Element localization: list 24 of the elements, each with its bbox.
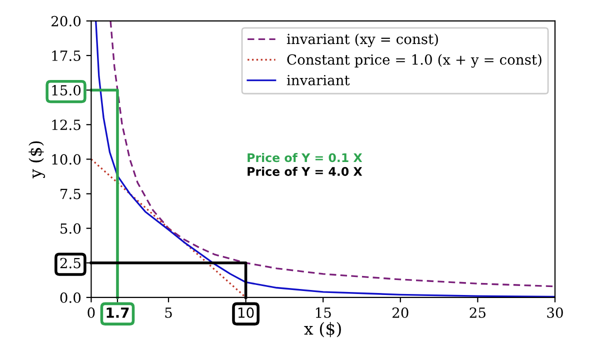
y-tick-label: 20.0 (51, 16, 81, 26)
y-tick-label: 12.5 (52, 120, 80, 130)
x-tick-label: 10 (238, 307, 254, 318)
legend-label: invariant (286, 74, 350, 86)
x-tick-label: 20 (392, 307, 408, 318)
legend-label: Constant price = 1.0 (x + y = const) (287, 54, 542, 68)
x-tick-label: 1.7 (106, 308, 129, 318)
x-axis-title: x ($) (304, 322, 341, 338)
y-axis-title: y ($) (28, 141, 45, 178)
x-tick-label: 25 (470, 307, 486, 318)
legend-label: invariant (xy = const) (286, 33, 438, 48)
annotation: Price of Y = 0.1 X (248, 152, 362, 162)
x-tick-label: 15 (316, 307, 331, 318)
y-tick-label: 7.5 (60, 188, 80, 200)
x-tick-label: 30 (547, 307, 563, 318)
y-tick-label: 17.5 (52, 50, 80, 61)
x-tick-label: 0 (88, 307, 95, 318)
y-tick-label: 15.0 (52, 85, 81, 96)
y-tick-label: 2.5 (60, 258, 80, 268)
annotation: Price of Y = 4.0 X (248, 166, 362, 176)
y-tick-label: 10.0 (52, 154, 81, 165)
y-tick-label: 0.0 (60, 292, 81, 303)
y-tick-label: 5.0 (60, 223, 81, 234)
x-tick-label: 5 (165, 308, 172, 318)
